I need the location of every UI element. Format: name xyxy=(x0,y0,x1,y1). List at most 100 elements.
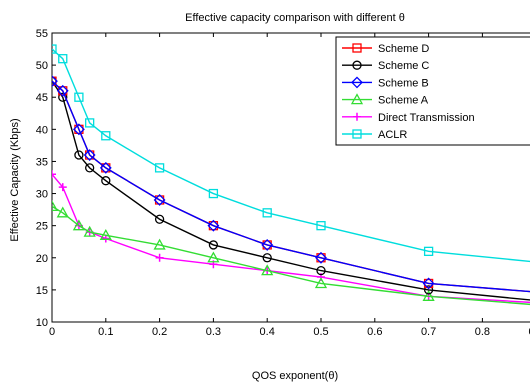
legend-item: ACLR xyxy=(342,129,407,141)
x-tick-label: 0.1 xyxy=(98,326,113,338)
data-point xyxy=(56,84,69,97)
y-tick-label: 15 xyxy=(36,285,48,297)
data-point xyxy=(52,44,57,54)
x-axis-label: QOS exponent(θ) xyxy=(252,370,338,382)
data-point xyxy=(85,150,95,160)
data-point xyxy=(153,238,166,250)
data-point xyxy=(52,75,58,88)
data-point xyxy=(154,163,165,173)
series-scheme-b xyxy=(52,75,530,293)
data-point xyxy=(58,54,68,64)
y-tick-label: 35 xyxy=(36,156,48,168)
data-point xyxy=(83,149,96,161)
data-point xyxy=(85,163,95,173)
x-tick-label: 0.5 xyxy=(313,326,328,338)
data-point xyxy=(208,188,219,199)
series-scheme-c xyxy=(52,76,530,301)
y-tick-label: 10 xyxy=(36,317,48,329)
x-tick-label: 0 xyxy=(49,326,55,338)
data-point xyxy=(262,240,272,250)
legend-label: Direct Transmission xyxy=(378,112,475,124)
data-point xyxy=(261,239,274,251)
y-axis-label: Effective Capacity (Kbps) xyxy=(9,118,21,241)
legend-item: Scheme A xyxy=(342,93,429,107)
x-tick-label: 0.2 xyxy=(152,326,167,338)
data-point xyxy=(52,76,57,86)
y-tick-label: 45 xyxy=(36,92,48,104)
y-tick-label: 20 xyxy=(36,253,48,265)
data-point xyxy=(101,131,111,141)
data-point xyxy=(72,123,85,136)
legend-label: ACLR xyxy=(378,129,407,141)
series-aclr xyxy=(52,44,530,263)
legend-swatch-marker xyxy=(353,112,361,121)
y-tick-label: 40 xyxy=(36,124,48,136)
data-point xyxy=(207,251,220,263)
x-tick-label: 0.3 xyxy=(206,326,221,338)
data-point xyxy=(99,161,112,174)
legend: Scheme D Scheme C Scheme B Scheme A Direct T… xyxy=(335,36,530,146)
data-point xyxy=(72,219,86,231)
legend-item: Direct Transmission xyxy=(342,112,475,124)
legend-swatch-marker xyxy=(351,76,363,89)
data-point xyxy=(422,289,435,301)
data-point xyxy=(83,225,96,237)
data-point xyxy=(262,253,272,263)
x-tick-label: 0.7 xyxy=(421,326,436,338)
data-point xyxy=(74,92,84,102)
x-tick-label: 0.6 xyxy=(367,326,382,338)
data-point xyxy=(101,163,111,173)
series-line xyxy=(52,80,530,301)
data-point xyxy=(422,277,435,290)
series-line xyxy=(52,205,530,306)
data-point xyxy=(74,124,84,134)
legend-item: Scheme B xyxy=(342,76,429,89)
data-point xyxy=(423,246,434,257)
data-point xyxy=(101,176,111,186)
data-point xyxy=(261,264,274,276)
legend-label: Scheme B xyxy=(378,77,429,89)
legend-swatch-marker xyxy=(352,129,362,139)
x-tick-label: 0.4 xyxy=(260,326,275,338)
data-point xyxy=(208,221,219,231)
y-tick-label: 25 xyxy=(36,221,48,233)
data-point xyxy=(99,228,112,240)
data-point xyxy=(52,170,56,179)
legend-item: Scheme D xyxy=(342,43,429,55)
legend-swatch-marker xyxy=(352,60,362,70)
y-tick-label: 55 xyxy=(36,28,48,40)
data-point xyxy=(153,194,166,206)
legend-label: Scheme D xyxy=(378,43,429,55)
legend-swatch-marker xyxy=(352,43,362,53)
data-point xyxy=(74,150,84,160)
legend-label: Scheme A xyxy=(378,95,429,107)
data-point xyxy=(314,277,328,289)
data-point xyxy=(58,183,67,192)
series-scheme-a xyxy=(52,200,530,306)
series-line xyxy=(52,80,530,293)
data-point xyxy=(154,214,165,224)
data-point xyxy=(52,200,59,212)
legend-label: Scheme C xyxy=(378,60,429,72)
y-tick-label: 50 xyxy=(36,60,48,72)
chart-title: Effective capacity comparison with diffe… xyxy=(185,12,405,24)
data-point xyxy=(423,285,434,295)
data-point xyxy=(155,253,164,262)
data-point xyxy=(316,221,326,231)
data-point xyxy=(58,92,68,102)
data-point xyxy=(85,118,95,128)
x-tick-label: 0.8 xyxy=(475,326,490,338)
legend-swatch-marker xyxy=(350,93,364,105)
x-tick-label: 0.9 xyxy=(529,326,530,338)
data-point xyxy=(316,265,326,276)
series-line xyxy=(52,48,530,263)
data-point xyxy=(262,208,272,218)
data-point xyxy=(56,206,69,218)
legend-box xyxy=(335,36,530,146)
y-tick-label: 30 xyxy=(36,189,48,201)
data-point xyxy=(58,86,68,96)
legend-item: Scheme C xyxy=(342,60,429,72)
data-point xyxy=(154,195,165,205)
